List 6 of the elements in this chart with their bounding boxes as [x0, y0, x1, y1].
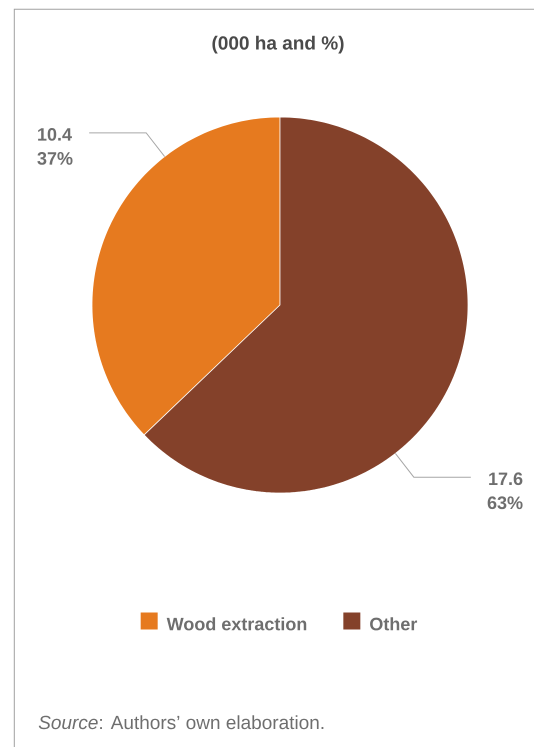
- legend-label: Other: [370, 617, 418, 630]
- legend-label: Wood extraction: [166, 617, 306, 630]
- data-label: 10.4 37%: [37, 128, 73, 165]
- chart-title: (000 ha and %): [212, 36, 344, 54]
- text: Source: Authors’ own elaboration.: [38, 715, 324, 730]
- data-label: 17.6 63%: [488, 472, 523, 510]
